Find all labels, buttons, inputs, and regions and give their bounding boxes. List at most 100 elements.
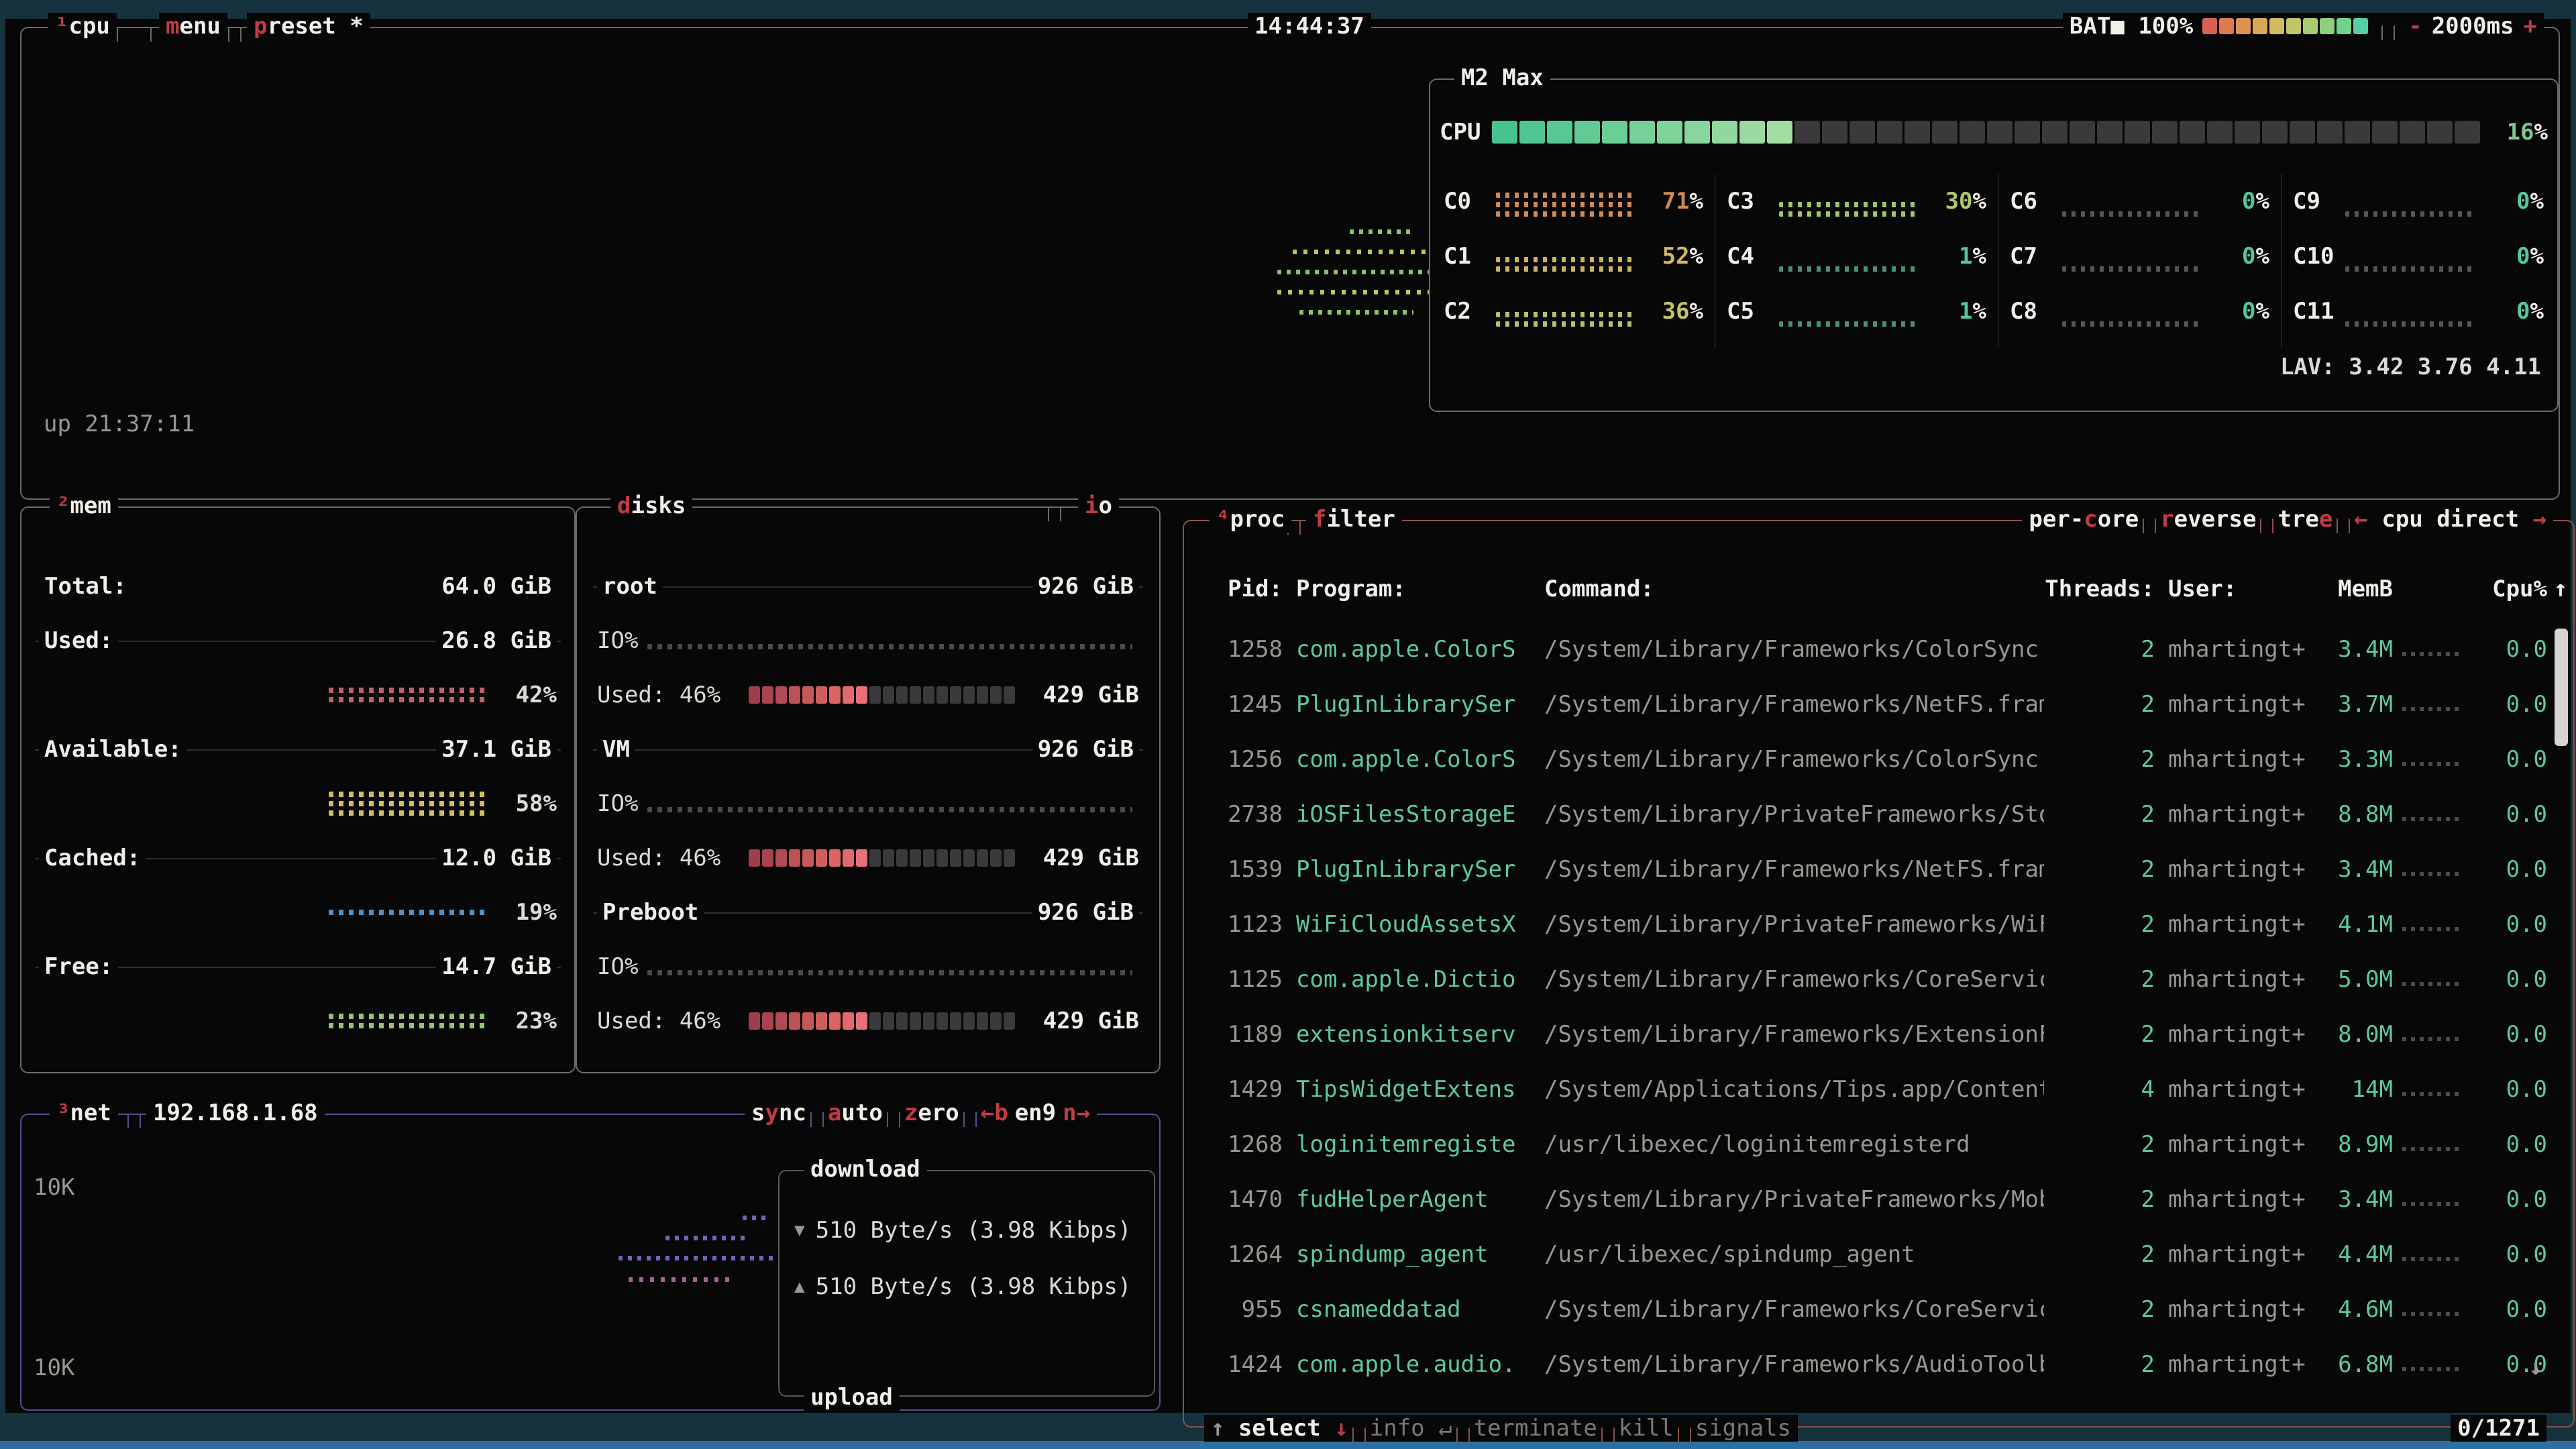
- tree-button[interactable]: tree: [2277, 506, 2333, 533]
- column-divider: [2281, 174, 2282, 348]
- col-command[interactable]: Command:: [1544, 576, 1654, 602]
- tab-proc[interactable]: ⁴proc: [1210, 506, 1292, 533]
- sort-column-selector[interactable]: ← cpu direct →: [2354, 506, 2546, 533]
- col-program[interactable]: Program:: [1296, 576, 1406, 602]
- scroll-more-icon[interactable]: ↓: [2528, 1354, 2542, 1381]
- net-controls: sync auto zero ←b en9 n→: [745, 1099, 1097, 1127]
- proc-row[interactable]: 1258 com.apple.ColorS/System/Library/Fram…: [1228, 636, 2547, 663]
- mem-meter: 42%: [39, 667, 557, 722]
- proc-row[interactable]: 1470 fudHelperAgent/System/Library/Privat…: [1228, 1186, 2547, 1213]
- tab-net[interactable]: ³net: [50, 1099, 118, 1126]
- proc-row[interactable]: 1245 PlugInLibrarySer/System/Library/Fram…: [1228, 691, 2547, 718]
- mem-row: Total: 64.0 GiB: [39, 559, 557, 613]
- upload-label: upload: [804, 1384, 900, 1411]
- cpu-panel: ¹cpu menu preset * 14:44:37 BAT■ 100% - …: [20, 13, 2560, 500]
- sync-button[interactable]: sync: [751, 1099, 806, 1126]
- proc-row[interactable]: 1268 loginitemregiste/usr/libexec/loginit…: [1228, 1131, 2547, 1158]
- battery-icon: ■: [2110, 13, 2125, 40]
- col-user[interactable]: User:: [2168, 576, 2237, 602]
- kill-button[interactable]: kill: [1618, 1415, 1674, 1442]
- disk-io-row: IO%: [597, 613, 1139, 667]
- proc-row[interactable]: 1256 com.apple.ColorS/System/Library/Fram…: [1228, 746, 2547, 773]
- proc-table-body: 1258 com.apple.ColorS/System/Library/Fram…: [1205, 622, 2552, 1392]
- auto-button[interactable]: auto: [827, 1099, 883, 1126]
- cpu-total-pct: 16%: [2506, 119, 2548, 146]
- notch: [1677, 1428, 1691, 1442]
- mem-row: Available: 37.1 GiB: [35, 722, 561, 776]
- proc-row[interactable]: 1189 extensionkitserv/System/Library/Fram…: [1228, 1021, 2547, 1048]
- net-rates-box: download ▼ 510 Byte/s (3.98 Kibps) ▲ 510…: [778, 1156, 1155, 1411]
- up-arrow-icon: ▲: [794, 1277, 805, 1297]
- col-mem[interactable]: MemB: [2338, 576, 2393, 602]
- filter-button[interactable]: filter: [1306, 506, 1402, 533]
- col-cpu[interactable]: Cpu%: [2492, 576, 2547, 602]
- reverse-button[interactable]: reverse: [2160, 506, 2257, 533]
- proc-row[interactable]: 1125 com.apple.Dictio/System/Library/Fram…: [1228, 966, 2547, 993]
- notch: [963, 1112, 977, 1127]
- tab-disks[interactable]: disks: [610, 492, 693, 519]
- clock: 14:44:37: [1248, 13, 1371, 40]
- disk-rows: root 926 GiB IO% Used: 46% 429 GiB VM 926 GiB I…: [577, 559, 1159, 1048]
- preset-button[interactable]: preset *: [247, 13, 370, 40]
- cpu-core-row: C11 0%: [2284, 284, 2553, 339]
- select-control[interactable]: ↑ select ↓: [1211, 1415, 1348, 1442]
- mem-row: Free: 14.7 GiB: [35, 939, 561, 994]
- cpu-total-row: CPU 16%: [1440, 119, 2548, 146]
- notch: [1456, 1428, 1470, 1442]
- load-average: LAV: 3.42 3.76 4.11: [2280, 354, 2541, 380]
- cpu-core-row: C3 30%: [1717, 174, 1996, 229]
- upload-rate: ▲ 510 Byte/s (3.98 Kibps): [794, 1273, 1132, 1300]
- proc-selection-count: 0/1271: [2451, 1415, 2546, 1442]
- net-scale-bottom: 10K: [34, 1354, 75, 1381]
- proc-row[interactable]: 1424 com.apple.audio./System/Library/Fram…: [1228, 1351, 2547, 1378]
- proc-row[interactable]: 2738 iOSFilesStorageE/System/Library/Priv…: [1228, 801, 2547, 828]
- net-panel: ³net 192.168.1.68 sync auto zero ←b en9 …: [20, 1099, 1161, 1411]
- desktop-dock-line: [0, 1441, 2576, 1449]
- cpu-core-row: C4 1%: [1717, 229, 1996, 284]
- refresh-plus-button[interactable]: +: [2523, 13, 2537, 40]
- tab-cpu[interactable]: ¹cpu: [48, 13, 117, 40]
- proc-scrollbar[interactable]: [2555, 629, 2568, 746]
- proc-row[interactable]: 1429 TipsWidgetExtens/System/Applications…: [1228, 1076, 2547, 1103]
- proc-controls: per-core reverse tree ← cpu direct →: [2022, 506, 2553, 533]
- cpu-model: M2 Max: [1454, 64, 1550, 91]
- proc-row[interactable]: 1539 PlugInLibrarySer/System/Library/Fram…: [1228, 856, 2547, 883]
- per-core-button[interactable]: per-core: [2029, 506, 2139, 533]
- refresh-minus-button[interactable]: -: [2408, 13, 2422, 40]
- zero-button[interactable]: zero: [904, 1099, 959, 1126]
- notch: [2337, 519, 2351, 533]
- topbar-right: BAT■ 100% - 2000ms +: [2062, 13, 2544, 40]
- notch: [2143, 519, 2157, 533]
- disks-panel: disks io root 926 GiB IO% Used: 46% 429 GiB V…: [576, 492, 1161, 1073]
- col-pid[interactable]: Pid:: [1228, 576, 1283, 602]
- cpu-core-row: C1 52%: [1434, 229, 1713, 284]
- proc-footer: ↑ select ↓ info ↵ terminate kill signals: [1204, 1415, 1798, 1442]
- mem-panel: ²mem Total: 64.0 GiB Used: 26.8 GiB 42% Avail…: [20, 492, 576, 1073]
- refresh-rate: 2000ms: [2431, 13, 2514, 40]
- mem-meter: 23%: [39, 994, 557, 1048]
- cpu-core-row: C7 0%: [2000, 229, 2279, 284]
- proc-row[interactable]: 955 csnameddatad/System/Library/Framework…: [1241, 1296, 2547, 1323]
- cpu-core-row: C10 0%: [2284, 229, 2553, 284]
- proc-panel: ⁴proc filter per-core reverse tree ← cpu…: [1183, 506, 2575, 1442]
- tab-mem[interactable]: ²mem: [50, 492, 118, 519]
- battery-label: BAT■ 100%: [2069, 13, 2194, 40]
- mem-rows: Total: 64.0 GiB Used: 26.8 GiB 42% Available:…: [21, 559, 574, 1048]
- mem-row: Used: 26.8 GiB: [35, 613, 561, 667]
- uptime: up 21:37:11: [44, 411, 195, 437]
- terminal-window: ¹cpu menu preset * 14:44:37 BAT■ 100% - …: [5, 13, 2575, 1442]
- next-iface-button[interactable]: n→: [1063, 1099, 1091, 1126]
- proc-row[interactable]: 1264 spindump_agent/usr/libexec/spindump_…: [1228, 1241, 2547, 1268]
- tab-io[interactable]: io: [1078, 492, 1119, 519]
- info-button[interactable]: info ↵: [1369, 1415, 1452, 1442]
- signals-button[interactable]: signals: [1695, 1415, 1791, 1442]
- notch: [2260, 519, 2274, 533]
- menu-button[interactable]: menu: [159, 13, 227, 40]
- col-threads[interactable]: Threads:: [2045, 576, 2155, 602]
- cpu-core-row: C2 36%: [1434, 284, 1713, 339]
- disk-name-row: root 926 GiB: [593, 559, 1143, 613]
- proc-row[interactable]: 1123 WiFiCloudAssetsX/System/Library/Priv…: [1228, 911, 2547, 938]
- notch: [117, 27, 152, 42]
- prev-iface-button[interactable]: ←b: [980, 1099, 1008, 1126]
- terminate-button[interactable]: terminate: [1473, 1415, 1597, 1442]
